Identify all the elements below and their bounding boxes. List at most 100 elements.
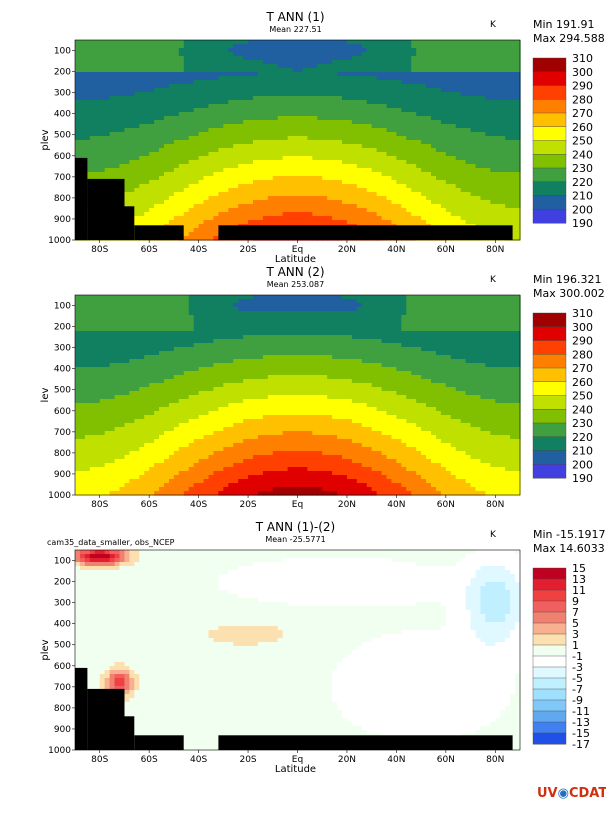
heatmap-cell bbox=[302, 168, 308, 173]
heatmap-cell bbox=[297, 172, 304, 177]
heatmap-cell bbox=[480, 64, 486, 69]
heatmap-cell bbox=[129, 307, 135, 312]
heatmap-cell bbox=[440, 108, 447, 113]
heatmap-cell bbox=[356, 128, 363, 133]
heatmap-cell bbox=[84, 140, 91, 145]
heatmap-cell bbox=[346, 44, 353, 49]
heatmap-cell bbox=[406, 52, 412, 57]
heatmap-cell bbox=[470, 100, 477, 105]
heatmap-cell bbox=[203, 208, 210, 213]
heatmap-cell bbox=[455, 52, 462, 57]
heatmap-cell bbox=[292, 60, 299, 65]
heatmap-cell bbox=[396, 136, 402, 141]
heatmap-cell bbox=[342, 156, 348, 161]
heatmap-cell bbox=[198, 224, 205, 229]
heatmap-cell bbox=[193, 232, 200, 237]
heatmap-cell bbox=[75, 48, 81, 53]
heatmap-cell bbox=[455, 56, 462, 61]
heatmap-cell bbox=[495, 128, 501, 133]
heatmap-cell bbox=[149, 303, 155, 308]
heatmap-cell bbox=[94, 160, 101, 165]
heatmap-cell bbox=[435, 84, 442, 89]
heatmap-cell bbox=[450, 132, 457, 137]
heatmap-cell bbox=[114, 76, 121, 81]
heatmap-cell bbox=[376, 156, 383, 161]
heatmap-cell bbox=[465, 80, 472, 85]
heatmap-cell bbox=[485, 168, 491, 173]
heatmap-cell bbox=[302, 152, 308, 157]
heatmap-cell bbox=[243, 60, 249, 65]
heatmap-cell bbox=[505, 52, 511, 57]
heatmap-cell bbox=[248, 180, 254, 185]
heatmap-cell bbox=[322, 116, 328, 121]
heatmap-cell bbox=[99, 96, 106, 101]
heatmap-cell bbox=[317, 168, 323, 173]
heatmap-cell bbox=[475, 216, 482, 221]
heatmap-cell bbox=[450, 80, 457, 85]
heatmap-cell bbox=[426, 48, 432, 53]
heatmap-cell bbox=[406, 220, 412, 225]
heatmap-cell bbox=[213, 192, 219, 197]
heatmap-cell bbox=[119, 56, 126, 61]
heatmap-cell bbox=[401, 208, 407, 213]
heatmap-cell bbox=[342, 220, 348, 225]
heatmap-cell bbox=[346, 72, 353, 77]
heatmap-cell bbox=[109, 311, 116, 316]
heatmap-cell bbox=[495, 136, 501, 141]
heatmap-cell bbox=[371, 48, 378, 53]
heatmap-cell bbox=[84, 299, 91, 304]
heatmap-cell bbox=[228, 72, 234, 77]
heatmap-cell bbox=[450, 40, 457, 45]
heatmap-cell bbox=[84, 100, 91, 105]
heatmap-cell bbox=[267, 100, 274, 105]
heatmap-cell bbox=[257, 192, 264, 197]
heatmap-cell bbox=[178, 92, 185, 97]
heatmap-cell bbox=[188, 172, 195, 177]
heatmap-cell bbox=[302, 299, 308, 304]
heatmap-cell bbox=[272, 64, 279, 69]
heatmap-cell bbox=[253, 184, 259, 189]
heatmap-cell bbox=[75, 52, 81, 57]
heatmap-cell bbox=[510, 64, 516, 69]
heatmap-cell bbox=[302, 196, 308, 201]
heatmap-cell bbox=[253, 116, 259, 121]
heatmap-cell bbox=[233, 184, 239, 189]
heatmap-cell bbox=[109, 104, 116, 109]
heatmap-cell bbox=[346, 40, 353, 45]
heatmap-cell bbox=[312, 200, 318, 205]
heatmap-cell bbox=[282, 48, 289, 53]
heatmap-cell bbox=[386, 148, 393, 153]
heatmap-cell bbox=[371, 88, 378, 93]
heatmap-cell bbox=[396, 80, 402, 85]
heatmap-cell bbox=[282, 92, 289, 97]
heatmap-cell bbox=[287, 192, 294, 197]
heatmap-cell bbox=[262, 72, 269, 77]
heatmap-cell bbox=[371, 64, 378, 69]
heatmap-cell bbox=[371, 120, 378, 125]
heatmap-cell bbox=[490, 152, 496, 157]
heatmap-cell bbox=[411, 128, 417, 133]
heatmap-cell bbox=[104, 80, 111, 85]
heatmap-cell bbox=[317, 196, 323, 201]
heatmap-cell bbox=[248, 52, 254, 57]
heatmap-cell bbox=[228, 88, 234, 93]
heatmap-cell bbox=[480, 96, 486, 101]
heatmap-cell bbox=[159, 40, 165, 45]
legend-level-label: 310 bbox=[572, 52, 593, 65]
heatmap-cell bbox=[317, 184, 323, 189]
heatmap-cell bbox=[292, 96, 299, 101]
heatmap-cell bbox=[178, 144, 185, 149]
heatmap-cell bbox=[173, 204, 180, 209]
heatmap-cell bbox=[302, 44, 308, 49]
heatmap-cell bbox=[94, 48, 101, 53]
heatmap-cell bbox=[262, 164, 269, 169]
heatmap-cell bbox=[371, 156, 378, 161]
heatmap-cell bbox=[445, 148, 452, 153]
heatmap-cell bbox=[426, 204, 432, 209]
heatmap-cell bbox=[89, 100, 96, 105]
heatmap-cell bbox=[475, 172, 482, 177]
heatmap-cell bbox=[386, 180, 393, 185]
heatmap-cell bbox=[149, 76, 155, 81]
heatmap-cell bbox=[495, 307, 501, 312]
heatmap-cell bbox=[421, 64, 427, 69]
